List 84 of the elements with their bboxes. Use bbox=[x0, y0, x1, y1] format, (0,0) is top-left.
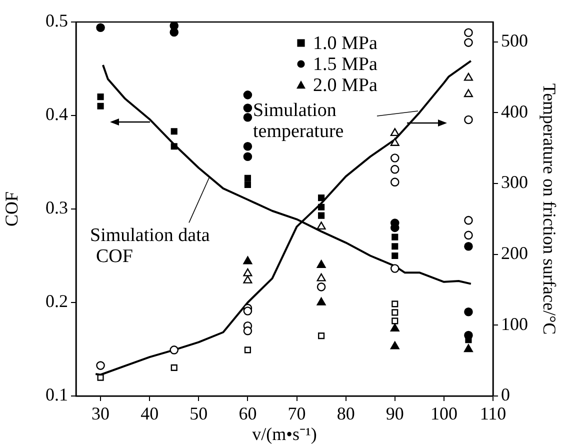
point bbox=[390, 341, 400, 350]
annotation: Simulation data COF bbox=[90, 224, 210, 267]
point bbox=[392, 234, 398, 240]
point bbox=[170, 128, 178, 135]
y-tick-label: 0.4 bbox=[46, 104, 68, 124]
point bbox=[464, 28, 473, 38]
point bbox=[97, 374, 104, 381]
x-tick-label: 80 bbox=[336, 404, 355, 424]
point bbox=[316, 273, 326, 282]
y2-axis-title: Temperature on friction surface/°C bbox=[539, 83, 560, 335]
point bbox=[170, 364, 178, 371]
point bbox=[97, 94, 104, 100]
y2-tick-label: 100 bbox=[501, 314, 528, 334]
y2-tick-label: 500 bbox=[501, 30, 528, 51]
point bbox=[464, 307, 473, 316]
point bbox=[390, 164, 400, 174]
y2-tick-label: 400 bbox=[501, 101, 528, 122]
point bbox=[316, 222, 326, 230]
point bbox=[390, 128, 400, 136]
point bbox=[464, 38, 473, 47]
y-tick-label: 0.5 bbox=[46, 10, 68, 31]
point bbox=[97, 102, 104, 110]
point bbox=[170, 346, 179, 354]
y2-tick-label: 0 bbox=[501, 384, 510, 405]
x-tick-label: 70 bbox=[288, 404, 306, 424]
point bbox=[316, 297, 326, 306]
point bbox=[390, 154, 400, 162]
point bbox=[244, 181, 251, 188]
y-axis-title: COF bbox=[2, 191, 22, 227]
point bbox=[390, 178, 400, 186]
x-tick-label: 100 bbox=[430, 404, 458, 424]
point bbox=[390, 264, 400, 273]
point bbox=[243, 268, 252, 276]
y-tick-label: 0.3 bbox=[46, 198, 68, 218]
point bbox=[243, 306, 252, 316]
point bbox=[243, 112, 252, 122]
legend-label: 1.5 MPa bbox=[313, 54, 378, 75]
y-tick-label: 0.2 bbox=[46, 291, 68, 312]
point bbox=[392, 318, 398, 324]
point bbox=[392, 252, 398, 260]
legend-label: 1.0 MPa bbox=[313, 32, 378, 54]
point bbox=[96, 23, 105, 32]
x-tick-label: 110 bbox=[480, 404, 506, 424]
legend-label: 2.0 MPa bbox=[313, 74, 378, 96]
point bbox=[243, 256, 252, 264]
point bbox=[96, 361, 105, 370]
annotation: Simulation temperature bbox=[253, 100, 344, 142]
x-tick-label: 40 bbox=[140, 404, 159, 424]
x-tick-label: 30 bbox=[92, 404, 110, 424]
y2-tick-label: 200 bbox=[501, 243, 528, 264]
point bbox=[244, 346, 251, 354]
point bbox=[464, 242, 473, 251]
point bbox=[243, 152, 252, 162]
point bbox=[392, 243, 398, 250]
x-tick-label: 90 bbox=[386, 404, 404, 424]
point bbox=[170, 143, 178, 150]
point bbox=[318, 204, 325, 210]
point bbox=[244, 174, 251, 182]
point bbox=[464, 230, 473, 240]
point bbox=[390, 138, 400, 146]
x-tick-label: 50 bbox=[190, 404, 208, 424]
point bbox=[465, 336, 472, 344]
y2-tick-label: 300 bbox=[501, 172, 528, 192]
point bbox=[243, 326, 252, 336]
point bbox=[318, 212, 325, 219]
point bbox=[392, 309, 398, 316]
point bbox=[464, 344, 473, 352]
point bbox=[464, 72, 473, 81]
x-axis-title: v/(m•s⁻¹) bbox=[252, 424, 317, 444]
x-tick-label: 60 bbox=[238, 404, 257, 424]
point bbox=[318, 332, 325, 340]
point bbox=[243, 104, 252, 112]
point bbox=[392, 300, 398, 308]
y-tick-label: 0.1 bbox=[46, 384, 68, 405]
point bbox=[464, 216, 473, 225]
point bbox=[464, 115, 473, 124]
point bbox=[390, 324, 400, 332]
point bbox=[316, 282, 326, 292]
point bbox=[464, 89, 473, 98]
point bbox=[243, 142, 252, 151]
point bbox=[318, 194, 325, 202]
point bbox=[243, 275, 252, 284]
point bbox=[316, 260, 326, 268]
point bbox=[243, 90, 252, 100]
